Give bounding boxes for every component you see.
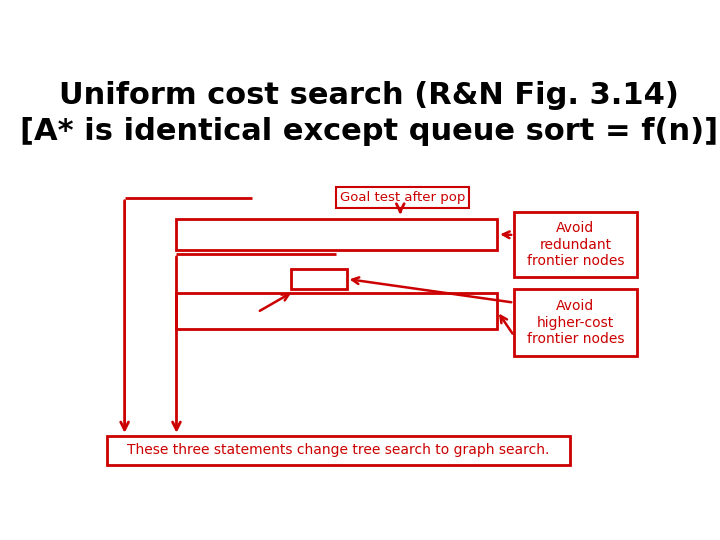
Bar (291, 268, 347, 289)
Bar (176, 219, 498, 250)
Bar (514, 212, 636, 277)
Text: [A* is identical except queue sort = f(n)]: [A* is identical except queue sort = f(n… (20, 117, 718, 146)
Bar (514, 289, 636, 356)
Text: Goal test after pop: Goal test after pop (340, 191, 465, 204)
Bar (107, 436, 570, 465)
Text: Uniform cost search (R&N Fig. 3.14): Uniform cost search (R&N Fig. 3.14) (59, 82, 679, 111)
Text: Avoid
redundant
frontier nodes: Avoid redundant frontier nodes (527, 221, 624, 268)
Bar (176, 294, 498, 329)
Text: Avoid
higher-cost
frontier nodes: Avoid higher-cost frontier nodes (527, 299, 624, 346)
Text: These three statements change tree search to graph search.: These three statements change tree searc… (127, 443, 549, 457)
